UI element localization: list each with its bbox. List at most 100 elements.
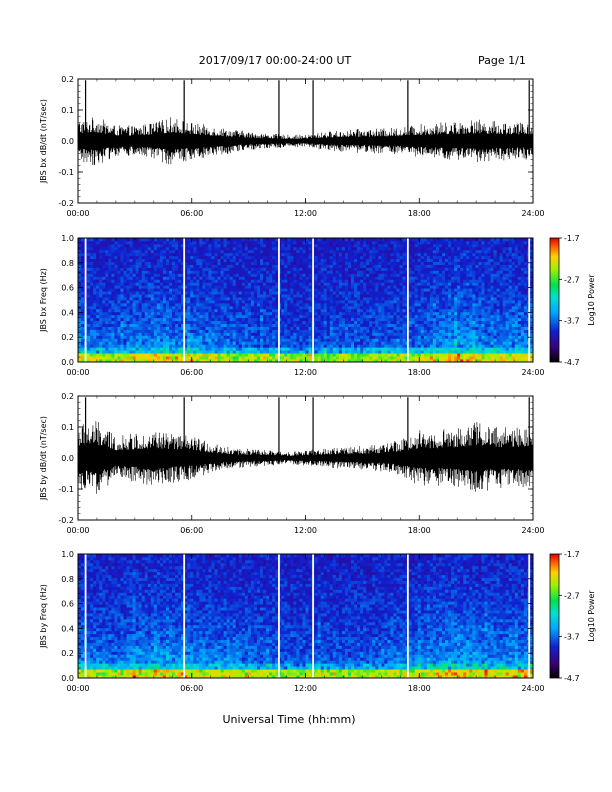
- bx-spectrogram-cell: [314, 353, 319, 357]
- bx-spectrogram-cell: [214, 261, 218, 265]
- bx-spectrogram-cell: [111, 341, 115, 345]
- bx-spectrogram-cell: [284, 279, 288, 283]
- bx-spectrogram-cell: [250, 282, 255, 286]
- bx-spectrogram-cell: [229, 332, 234, 336]
- bx-spectrogram-cell: [393, 240, 397, 245]
- bx-spectrogram-cell: [156, 238, 161, 242]
- bx-spectrogram-cell: [123, 238, 127, 242]
- bx-spectrogram-cell: [162, 302, 167, 307]
- bx-spectrogram-cell: [317, 240, 322, 245]
- bx-spectrogram-cell: [329, 282, 334, 286]
- bx-spectrogram-cell: [117, 273, 121, 277]
- bx-spectrogram-cell: [308, 311, 312, 316]
- bx-spectrogram-cell: [411, 279, 416, 283]
- bx-spectrogram-cell: [162, 300, 167, 304]
- bx-spectrogram-cell: [253, 252, 258, 257]
- bx-spectrogram-cell: [187, 323, 191, 327]
- bx-spectrogram-cell: [366, 356, 370, 360]
- bx-spectrogram-cell: [420, 267, 425, 271]
- bx-spectrogram-cell: [199, 317, 203, 322]
- bx-spectrogram-cell: [263, 258, 267, 263]
- bx-spectrogram-cell: [90, 291, 94, 295]
- bx-spectrogram-cell: [314, 308, 319, 313]
- bx-spectrogram-cell: [266, 344, 270, 348]
- bx-spectrogram-cell: [284, 350, 288, 354]
- bx-spectrogram-cell: [284, 255, 288, 260]
- bx-spectrogram-cell: [369, 276, 373, 280]
- bx-spectrogram-cell: [202, 273, 206, 277]
- bx-spectrogram-cell: [123, 255, 127, 260]
- bx-spectrogram-cell: [263, 270, 267, 274]
- bx-spectrogram-cell: [393, 335, 397, 339]
- bx-spectrogram-cell: [411, 359, 416, 363]
- bx-spectrogram-cell: [135, 264, 140, 268]
- bx-spectrogram-cell: [211, 353, 215, 357]
- bx-spectrogram-cell: [159, 249, 164, 254]
- bx-spectrogram-cell: [278, 297, 282, 301]
- bx-spectrogram-cell: [423, 294, 428, 298]
- bx-spectrogram-cell: [123, 338, 127, 342]
- bx-spectrogram-cell: [135, 359, 140, 363]
- bx-spectrogram-cell: [250, 297, 255, 301]
- bx-spectrogram-cell: [178, 246, 182, 251]
- bx-spectrogram-cell: [338, 308, 343, 313]
- bx-spectrogram-cell: [78, 285, 82, 289]
- bx-spectrogram-cell: [114, 338, 118, 342]
- bx-spectrogram-cell: [190, 282, 194, 286]
- bx-spectrogram-cell: [211, 338, 215, 342]
- bx-spectrogram-cell: [332, 285, 337, 289]
- bx-spectrogram-cell: [190, 297, 194, 301]
- bx-spectrogram-cell: [117, 243, 121, 248]
- bx-spectrogram-cell: [181, 356, 185, 360]
- bx-spectrogram-cell: [144, 300, 149, 304]
- bx-spectrogram-cell: [238, 291, 243, 295]
- bx-spectrogram-cell: [354, 282, 358, 286]
- bx-spectrogram-cell: [241, 249, 246, 254]
- bx-spectrogram-cell: [196, 347, 200, 351]
- bx-spectrogram-cell: [314, 252, 319, 257]
- bx-spectrogram-cell: [244, 305, 249, 310]
- bx-spectrogram-cell: [314, 264, 319, 268]
- bx-spectrogram-cell: [299, 258, 303, 263]
- bx-spectrogram-cell: [123, 240, 127, 245]
- bx-spectrogram-cell: [202, 255, 206, 260]
- bx-spectrogram-cell: [396, 314, 400, 319]
- bx-spectrogram-cell: [338, 341, 343, 345]
- bx-spectrogram-cell: [135, 308, 140, 313]
- bx-spectrogram-cell: [411, 308, 416, 313]
- bx-spectrogram-cell: [169, 252, 173, 257]
- bx-spectrogram-cell: [320, 282, 325, 286]
- bx-spectrogram-cell: [208, 282, 212, 286]
- bx-spectrogram-cell: [193, 332, 197, 336]
- bx-spectrogram-cell: [235, 276, 240, 280]
- bx-spectrogram-cell: [87, 308, 91, 313]
- bx-spectrogram-cell: [317, 279, 322, 283]
- bx-spectrogram-cell: [375, 302, 379, 307]
- bx-spectrogram-cell: [105, 291, 109, 295]
- bx-spectrogram-cell: [260, 344, 264, 348]
- bx-spectrogram-cell: [284, 317, 288, 322]
- bx-spectrogram-cell: [138, 279, 143, 283]
- bx-spectrogram-cell: [253, 282, 258, 286]
- bx-spectrogram-cell: [117, 300, 121, 304]
- bx-spectrogram-cell: [366, 326, 370, 330]
- bx-spectrogram-cell: [402, 350, 406, 354]
- bx-spectrogram-cell: [196, 350, 200, 354]
- bx-spectrogram-cell: [196, 276, 200, 280]
- bx-spectrogram-cell: [244, 270, 249, 274]
- bx-spectrogram-cell: [141, 326, 146, 330]
- bx-spectrogram-cell: [202, 341, 206, 345]
- bx-spectrogram-cell: [253, 294, 258, 298]
- bx-spectrogram-cell: [172, 300, 176, 304]
- bx-spectrogram-cell: [229, 305, 234, 310]
- bx-spectrogram-cell: [256, 273, 261, 277]
- bx-spectrogram-cell: [102, 240, 106, 245]
- bx-spectrogram-cell: [102, 246, 106, 251]
- bx-spectrogram-cell: [381, 279, 385, 283]
- bx-spectrogram-cell: [144, 350, 149, 354]
- bx-spectrogram-cell: [214, 255, 218, 260]
- bx-spectrogram-cell: [399, 344, 403, 348]
- bx-spectrogram-cell: [332, 356, 337, 360]
- bx-spectrogram-cell: [347, 294, 352, 298]
- bx-spectrogram-cell: [378, 273, 382, 277]
